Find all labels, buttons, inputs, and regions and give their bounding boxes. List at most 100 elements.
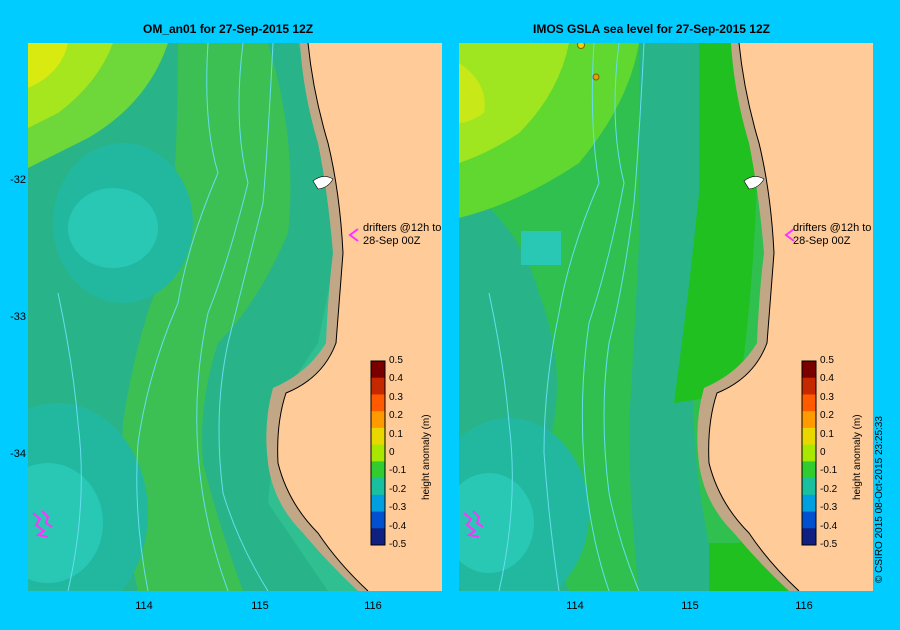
left-panel-title: OM_an01 for 27-Sep-2015 12Z bbox=[143, 22, 314, 36]
colorbar-segment bbox=[802, 511, 816, 529]
anomaly-high-zone bbox=[28, 43, 68, 88]
land bbox=[708, 43, 873, 591]
left-x-axis-label: 116 bbox=[364, 600, 382, 612]
colorbar-tick-label: -0.4 bbox=[820, 520, 838, 532]
copyright-text: © CSIRO 2015 08-Oct-2015 23:25:33 bbox=[874, 416, 885, 583]
anomaly-low-zone bbox=[521, 231, 561, 265]
y-axis-label: -32 bbox=[10, 174, 26, 186]
drifter-annotation-line2: 28-Sep 00Z bbox=[793, 235, 851, 247]
anomaly-low-zone bbox=[68, 188, 158, 268]
colorbar-tick-label: 0.2 bbox=[820, 410, 834, 422]
anomaly-high-zone bbox=[459, 63, 485, 123]
anomaly-zone bbox=[122, 43, 291, 591]
colorbar-tick-label: 0.4 bbox=[820, 373, 834, 385]
anomaly-zone bbox=[674, 43, 759, 403]
anomaly-high-zone bbox=[459, 43, 569, 163]
colorbar-tick-label: 0.3 bbox=[820, 391, 834, 403]
colorbar-tick-label: -0.1 bbox=[820, 465, 838, 477]
left-x-axis-label: 115 bbox=[251, 600, 269, 612]
coastline bbox=[277, 43, 369, 591]
colorbar-tick-label: 0.1 bbox=[389, 428, 403, 440]
bathymetry-contour bbox=[603, 43, 645, 591]
colorbar-tick-label: 0 bbox=[820, 447, 826, 458]
drifter-track bbox=[472, 510, 484, 528]
left-map-panel bbox=[28, 43, 442, 591]
colorbar-segment bbox=[371, 411, 385, 429]
drifter-annotation-line2: 28-Sep 00Z bbox=[363, 235, 421, 247]
colorbar-segment bbox=[371, 444, 385, 462]
colorbar-frame bbox=[370, 360, 386, 546]
colorbar-tick-label: -0.2 bbox=[820, 483, 838, 495]
drifter-track bbox=[784, 228, 795, 242]
colorbar-tick-label: -0.1 bbox=[389, 465, 407, 477]
colorbar-tick-label: -0.3 bbox=[389, 502, 407, 514]
colorbar-tick-label: -0.4 bbox=[389, 520, 407, 532]
right-panel-title: IMOS GSLA sea level for 27-Sep-2015 12Z bbox=[533, 22, 770, 36]
drifter-annotation-line1: drifters @12h to bbox=[793, 222, 872, 234]
colorbar-segment bbox=[802, 411, 816, 429]
colorbar-tick-label: 0.5 bbox=[389, 355, 403, 366]
colorbar bbox=[370, 360, 386, 546]
drifter-track bbox=[463, 512, 480, 538]
colorbar-tick-label: 0.5 bbox=[820, 355, 834, 366]
right-map-panel bbox=[459, 43, 873, 591]
y-axis-label: -34 bbox=[10, 448, 26, 460]
colorbar-tick-label: -0.5 bbox=[820, 539, 838, 550]
colorbar-tick-label: 0.3 bbox=[389, 391, 403, 403]
colorbar-segment bbox=[371, 461, 385, 479]
colorbar-segment bbox=[802, 461, 816, 479]
estuary bbox=[743, 176, 765, 190]
colorbar-segment bbox=[371, 494, 385, 513]
colorbar-tick-label: 0.1 bbox=[820, 428, 834, 440]
colorbar-segment bbox=[371, 377, 385, 395]
estuary bbox=[312, 176, 334, 190]
colorbar-segment bbox=[802, 377, 816, 395]
colorbar-frame bbox=[801, 360, 817, 546]
bathymetry-contour bbox=[543, 43, 600, 591]
right-colorbar-title: height anomaly (m) bbox=[852, 414, 863, 500]
bathymetry-contour bbox=[488, 292, 513, 591]
colorbar-segment bbox=[802, 494, 816, 513]
anomaly-low-zone bbox=[459, 473, 534, 573]
right-x-axis-label: 115 bbox=[681, 600, 699, 612]
left-colorbar-title: height anomaly (m) bbox=[421, 414, 432, 500]
left-x-axis-label: 114 bbox=[135, 600, 153, 612]
drifter-track bbox=[32, 512, 49, 538]
colorbar-tick-label: 0.4 bbox=[389, 373, 403, 385]
right-map-svg bbox=[459, 43, 873, 591]
y-axis-label: -33 bbox=[10, 311, 26, 323]
colorbar-segment bbox=[371, 361, 385, 379]
colorbar-segment bbox=[371, 427, 385, 446]
left-map-svg bbox=[28, 43, 442, 591]
colorbar-segment bbox=[371, 528, 385, 546]
anomaly-low-zone bbox=[28, 463, 103, 583]
observation-marker bbox=[577, 43, 585, 49]
colorbar-tick-label: -0.2 bbox=[389, 483, 407, 495]
colorbar-tick-label: 0.2 bbox=[389, 410, 403, 422]
colorbar-tick-label: 0 bbox=[389, 447, 395, 458]
land bbox=[277, 43, 442, 591]
bathymetry-contour bbox=[218, 43, 274, 591]
anomaly-zone bbox=[629, 43, 721, 591]
drifter-track bbox=[348, 228, 359, 242]
colorbar-segment bbox=[802, 444, 816, 462]
coastline bbox=[708, 43, 800, 591]
right-x-axis-label: 114 bbox=[566, 600, 584, 612]
colorbar-segment bbox=[802, 528, 816, 546]
bathymetry-contour bbox=[581, 43, 625, 591]
bathymetry-contour bbox=[136, 43, 219, 591]
colorbar bbox=[801, 360, 817, 546]
colorbar-segment bbox=[371, 511, 385, 529]
observation-marker bbox=[592, 73, 600, 81]
colorbar-segment bbox=[802, 361, 816, 379]
right-x-axis-label: 116 bbox=[795, 600, 813, 612]
drifter-annotation-line1: drifters @12h to bbox=[363, 222, 442, 234]
bathymetry-contour bbox=[196, 43, 249, 591]
colorbar-tick-label: -0.3 bbox=[820, 502, 838, 514]
colorbar-segment bbox=[802, 478, 816, 496]
bathymetry-contour bbox=[57, 292, 82, 591]
colorbar-tick-label: -0.5 bbox=[389, 539, 407, 550]
colorbar-segment bbox=[371, 478, 385, 496]
colorbar-segment bbox=[802, 394, 816, 412]
colorbar-segment bbox=[802, 427, 816, 446]
